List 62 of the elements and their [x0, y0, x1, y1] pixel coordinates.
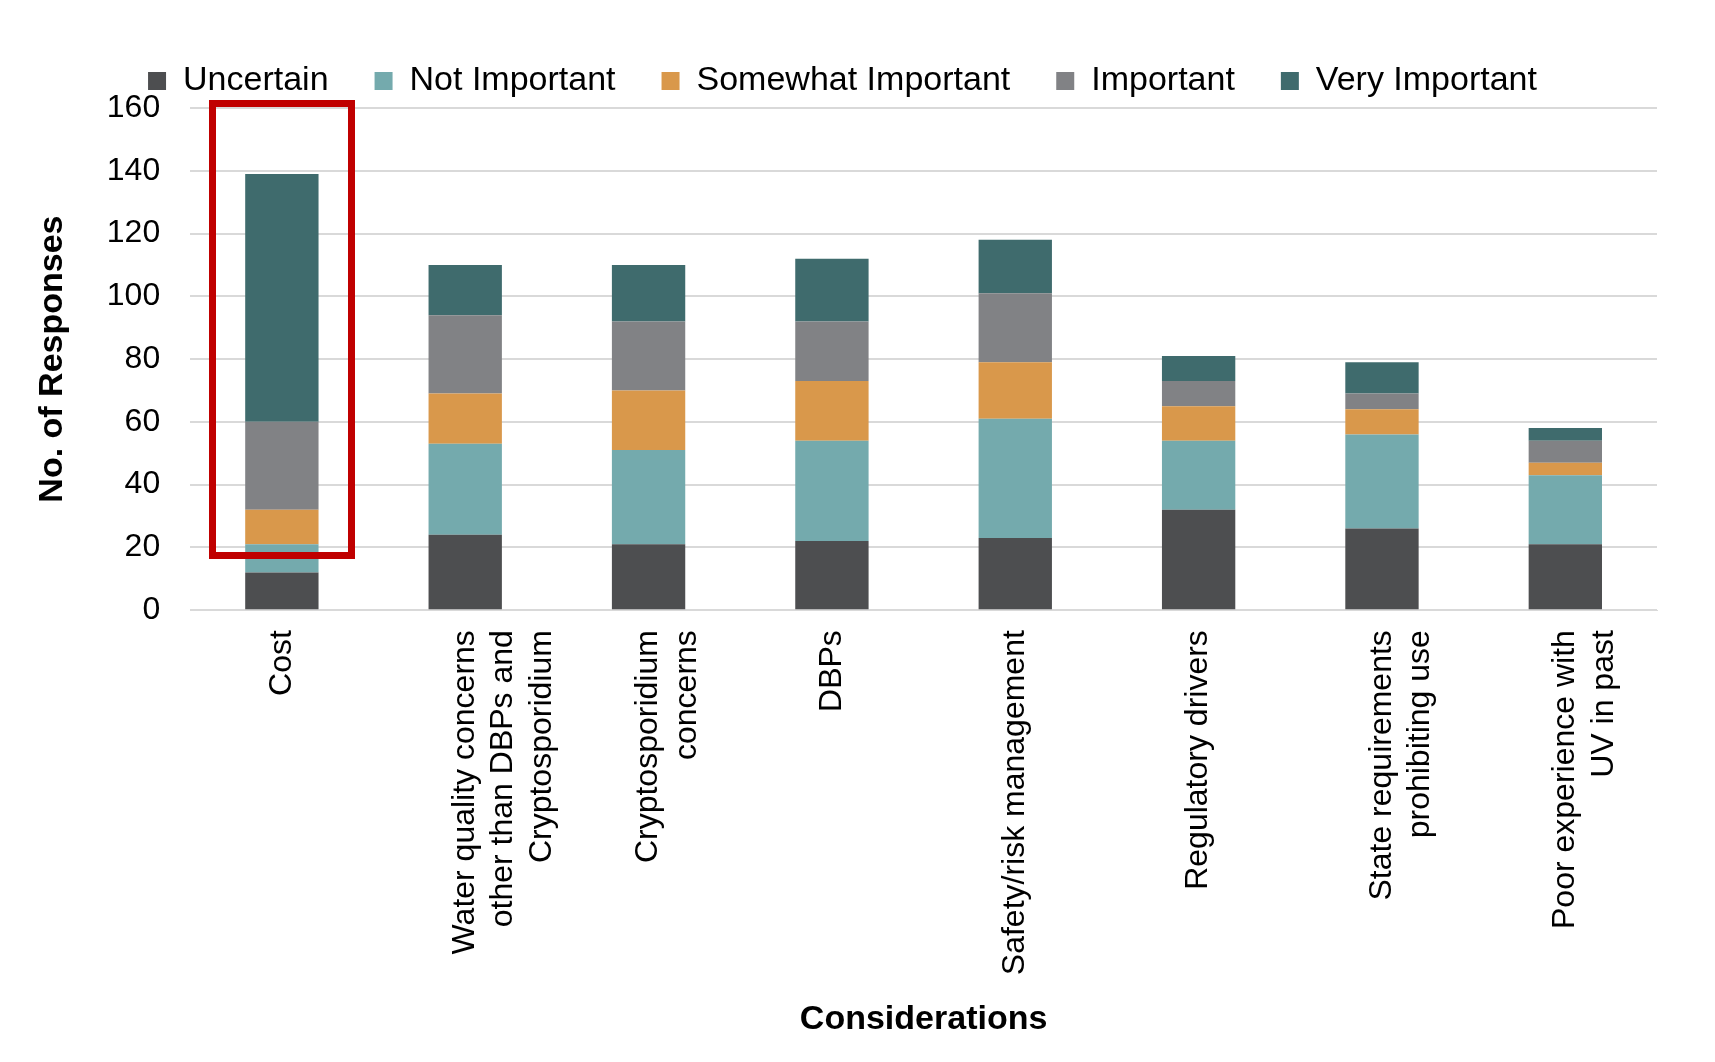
bar	[428, 315, 502, 394]
y-tick-label: 140	[106, 150, 161, 187]
x-axis-title: Considerations	[799, 997, 1048, 1036]
bar	[611, 390, 686, 451]
bar	[1345, 362, 1419, 394]
x-tick-label: Regulatory drivers	[1178, 630, 1215, 890]
bar	[1161, 381, 1236, 407]
legend-label: Important	[1091, 59, 1236, 98]
bar	[245, 572, 319, 610]
bar	[611, 450, 686, 545]
bar	[1345, 434, 1419, 529]
bar	[1161, 440, 1236, 510]
bar	[795, 541, 869, 610]
bar	[611, 321, 686, 391]
x-tick-label: Cost	[261, 630, 298, 696]
bar	[611, 544, 686, 610]
bar	[795, 440, 869, 542]
y-tick-label: 20	[124, 527, 161, 564]
bar	[795, 321, 869, 382]
bar	[1528, 428, 1602, 441]
bar	[1345, 528, 1419, 610]
bar	[245, 421, 319, 510]
bar	[1161, 406, 1236, 441]
bar	[245, 173, 319, 422]
bar	[795, 258, 869, 322]
bar	[1161, 509, 1236, 610]
bar	[1528, 475, 1602, 545]
bar	[428, 443, 502, 535]
bar	[978, 418, 1052, 538]
y-tick-label: 0	[142, 589, 161, 626]
y-tick-label: 60	[124, 401, 161, 438]
bar	[978, 362, 1052, 419]
x-tick-label: Water quality concerns other than DBPs and Cryptosporidium	[445, 630, 558, 955]
bar	[611, 264, 686, 322]
bar	[1345, 393, 1419, 410]
legend-label: Uncertain	[183, 59, 329, 98]
bar	[978, 537, 1052, 610]
bar	[428, 534, 502, 610]
legend-label: Somewhat Important	[696, 59, 1011, 98]
bar	[795, 381, 869, 441]
legend-label: Not Important	[409, 59, 617, 98]
x-tick-label: State requirements prohibiting use	[1361, 630, 1437, 901]
bar	[978, 293, 1052, 363]
bar	[245, 509, 319, 545]
y-tick-label: 120	[106, 213, 161, 250]
bar	[1528, 544, 1602, 610]
y-tick-label: 80	[124, 338, 161, 375]
bar	[1528, 440, 1602, 463]
x-tick-label: Safety/risk management	[995, 630, 1032, 976]
bar	[1161, 355, 1236, 382]
bar	[428, 264, 502, 316]
y-tick-label: 40	[124, 464, 161, 501]
y-axis-title: No. of Responses	[30, 215, 69, 503]
bar	[1528, 462, 1602, 476]
bar	[428, 393, 502, 444]
legend-label: Very Important	[1315, 59, 1538, 98]
bar	[978, 239, 1052, 294]
y-tick-label: 160	[106, 87, 161, 124]
y-tick-label: 100	[106, 276, 161, 313]
x-tick-label: DBPs	[811, 630, 848, 712]
bar	[1345, 409, 1419, 435]
x-tick-label: Cryptosporidium concerns	[628, 630, 703, 864]
